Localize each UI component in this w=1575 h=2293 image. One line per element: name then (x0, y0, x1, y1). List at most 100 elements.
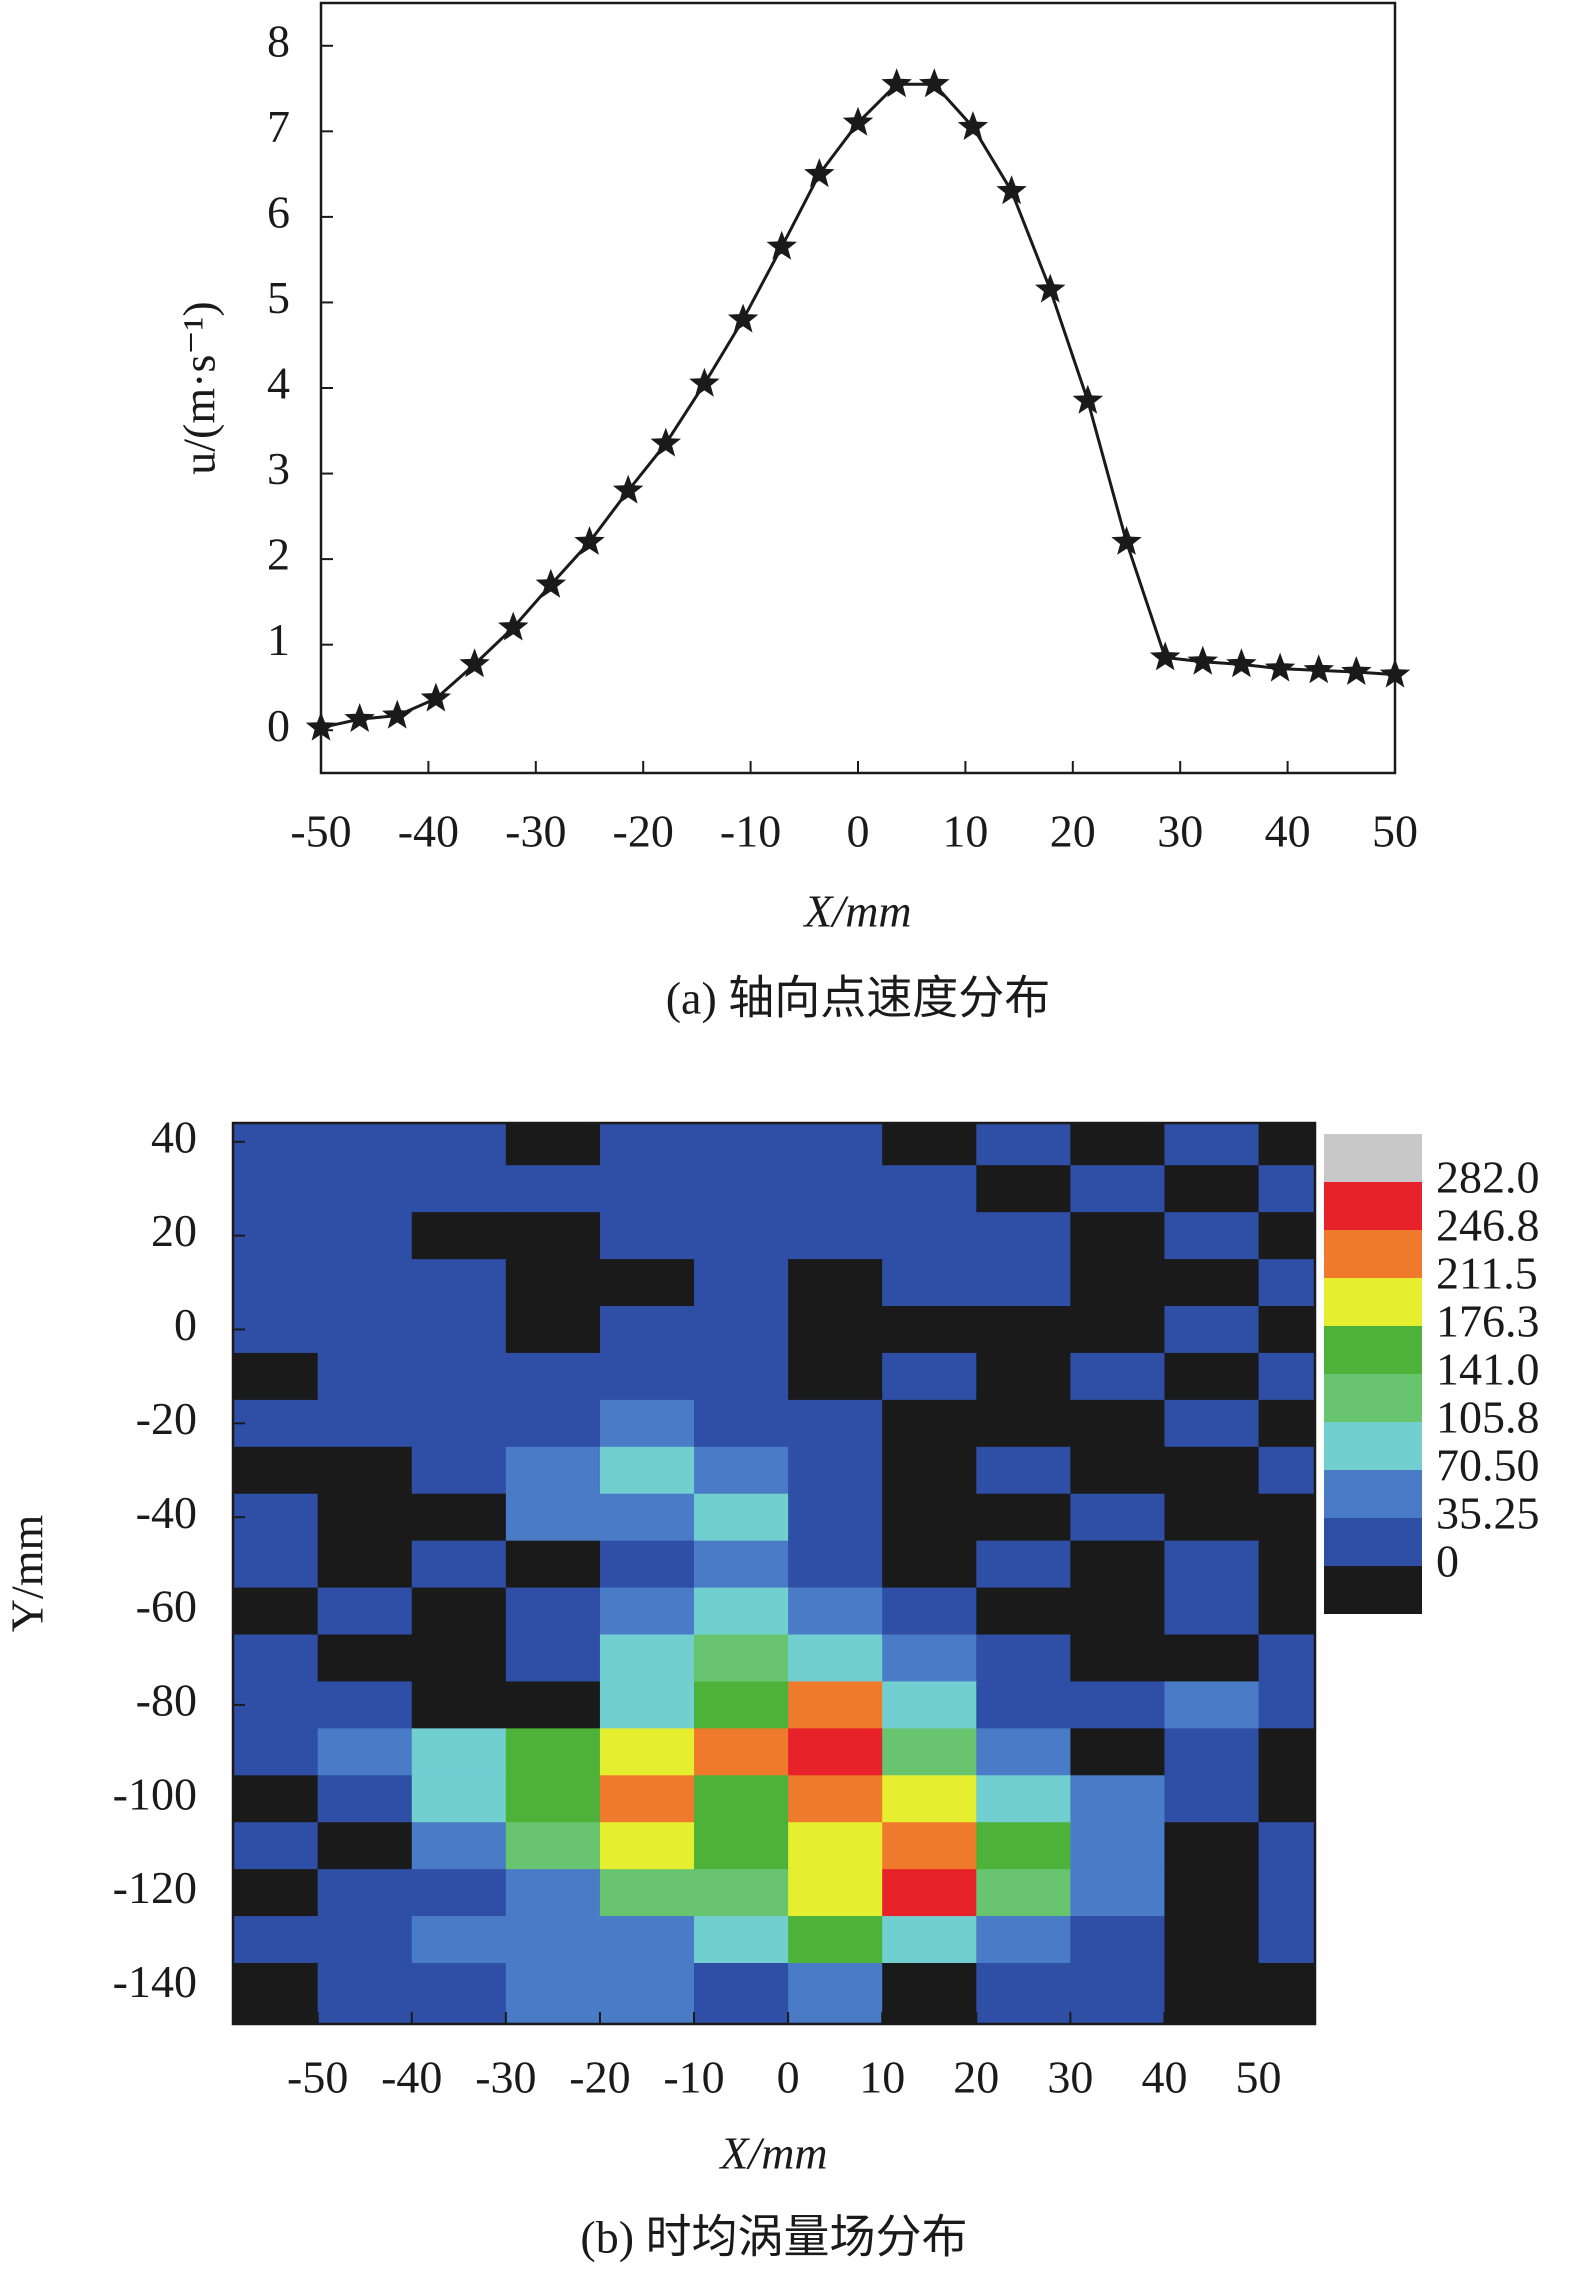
y-tick-label: 5 (267, 272, 290, 323)
contour-cell (233, 1916, 319, 1964)
contour-cell (1258, 1962, 1316, 2025)
contour-cell (882, 1634, 977, 1682)
contour-cell (233, 1962, 319, 2025)
contour-cell (505, 1681, 601, 1729)
data-line (320, 82, 1396, 730)
contour-cell (882, 1822, 977, 1870)
y-tick-label: 0 (267, 700, 290, 751)
contour-cell (317, 1916, 413, 1964)
contour-cell (694, 1493, 789, 1542)
contour-cell (317, 1259, 413, 1307)
x-tick-label: -50 (287, 2052, 348, 2103)
contour-cell (599, 1540, 695, 1589)
contour-cell (788, 1634, 883, 1682)
contour-cell (882, 1587, 977, 1636)
contour-cell (1070, 1212, 1165, 1260)
contour-cell (599, 1212, 695, 1260)
x-axis-label: X/mm (718, 2128, 827, 2179)
y-tick-label: 3 (267, 443, 290, 494)
contour-cell (317, 1869, 413, 1917)
contour-cell (788, 1212, 883, 1260)
contour-cell (882, 1728, 977, 1776)
contour-cell (599, 1493, 695, 1542)
contour-cell (788, 1916, 883, 1964)
y-tick-label: -140 (113, 1956, 197, 2007)
contour-cell (1164, 1681, 1260, 1729)
contour-cell (599, 1775, 695, 1823)
contour-cell (317, 1540, 413, 1589)
y-tick-label: -80 (136, 1674, 197, 1725)
contour-cell (976, 1775, 1071, 1823)
x-tick-label: 20 (953, 2052, 999, 2103)
contour-cell (976, 1259, 1071, 1307)
contour-cell (1164, 1869, 1260, 1917)
contour-cell (233, 1822, 319, 1870)
contour-cell (1258, 1587, 1316, 1636)
contour-cell (1164, 1212, 1260, 1260)
contour-cell (694, 1681, 789, 1729)
contour-cell (505, 1123, 601, 1166)
contour-cell (1258, 1123, 1316, 1166)
contour-cell (1164, 1123, 1260, 1166)
contour-cell (1070, 1123, 1165, 1166)
star-marker (1111, 526, 1142, 555)
contour-cell (233, 1493, 319, 1542)
contour-cell (411, 1446, 507, 1495)
star-marker (957, 111, 989, 140)
y-tick-label: -120 (113, 1862, 197, 1913)
contour-cell (1164, 1587, 1260, 1636)
contour-cell (599, 1259, 695, 1307)
contour-cell (599, 1962, 695, 2025)
contour-cell (1070, 1446, 1165, 1495)
contour-cell (976, 1728, 1071, 1776)
contour-cell (233, 1306, 319, 1354)
contour-cell (1070, 1306, 1165, 1354)
contour-cell (882, 1869, 977, 1917)
contour-cell (599, 1681, 695, 1729)
y-tick-label: -60 (136, 1581, 197, 1632)
contour-cell (317, 1962, 413, 2025)
colorbar-label: 176.3 (1436, 1296, 1540, 1347)
contour-cell (317, 1123, 413, 1166)
contour-cell (1070, 1352, 1165, 1401)
contour-cell (882, 1123, 977, 1166)
contour-cell (1258, 1916, 1316, 1964)
contour-cell (1164, 1962, 1260, 2025)
colorbar-label: 282.0 (1436, 1152, 1540, 1203)
contour-cell (976, 1352, 1071, 1401)
contour-cell (1070, 1916, 1165, 1964)
y-tick-label: -40 (136, 1487, 197, 1538)
contour-cell (233, 1446, 319, 1495)
x-tick-label: 50 (1236, 2052, 1282, 2103)
contour-cell (788, 1259, 883, 1307)
x-tick-label: -40 (398, 806, 459, 857)
contour-cell (1070, 1259, 1165, 1307)
contour-cell (599, 1634, 695, 1682)
contour-cell (788, 1123, 883, 1166)
contour-cell (599, 1446, 695, 1495)
contour-cell (233, 1634, 319, 1682)
colorbar-segment (1324, 1518, 1422, 1566)
contour-cell (694, 1123, 789, 1166)
star-marker (842, 106, 874, 136)
contour-cell (788, 1540, 883, 1589)
contour-cell (882, 1540, 977, 1589)
contour-cell (411, 1306, 507, 1354)
x-tick-label: 40 (1265, 806, 1311, 857)
contour-cell (317, 1587, 413, 1636)
contour-cell (882, 1681, 977, 1729)
contour-cell (788, 1352, 883, 1401)
x-tick-label: 20 (1050, 806, 1096, 857)
contour-cell (505, 1493, 601, 1542)
contour-cell (1070, 1869, 1165, 1917)
contour-cell (1070, 1728, 1165, 1776)
contour-cell (1258, 1493, 1316, 1542)
caption: (b) 时均涡量场分布 (580, 2212, 967, 2263)
contour-cell (505, 1728, 601, 1776)
x-tick-label: 10 (859, 2052, 905, 2103)
contour-cell (317, 1681, 413, 1729)
contour-cell (1258, 1634, 1316, 1682)
colorbar-segment (1324, 1422, 1422, 1470)
contour-cell (694, 1306, 789, 1354)
contour-cell (694, 1540, 789, 1589)
